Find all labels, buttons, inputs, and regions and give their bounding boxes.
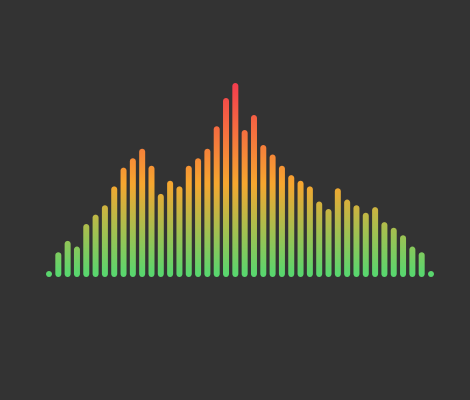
- level-bars: [46, 83, 434, 277]
